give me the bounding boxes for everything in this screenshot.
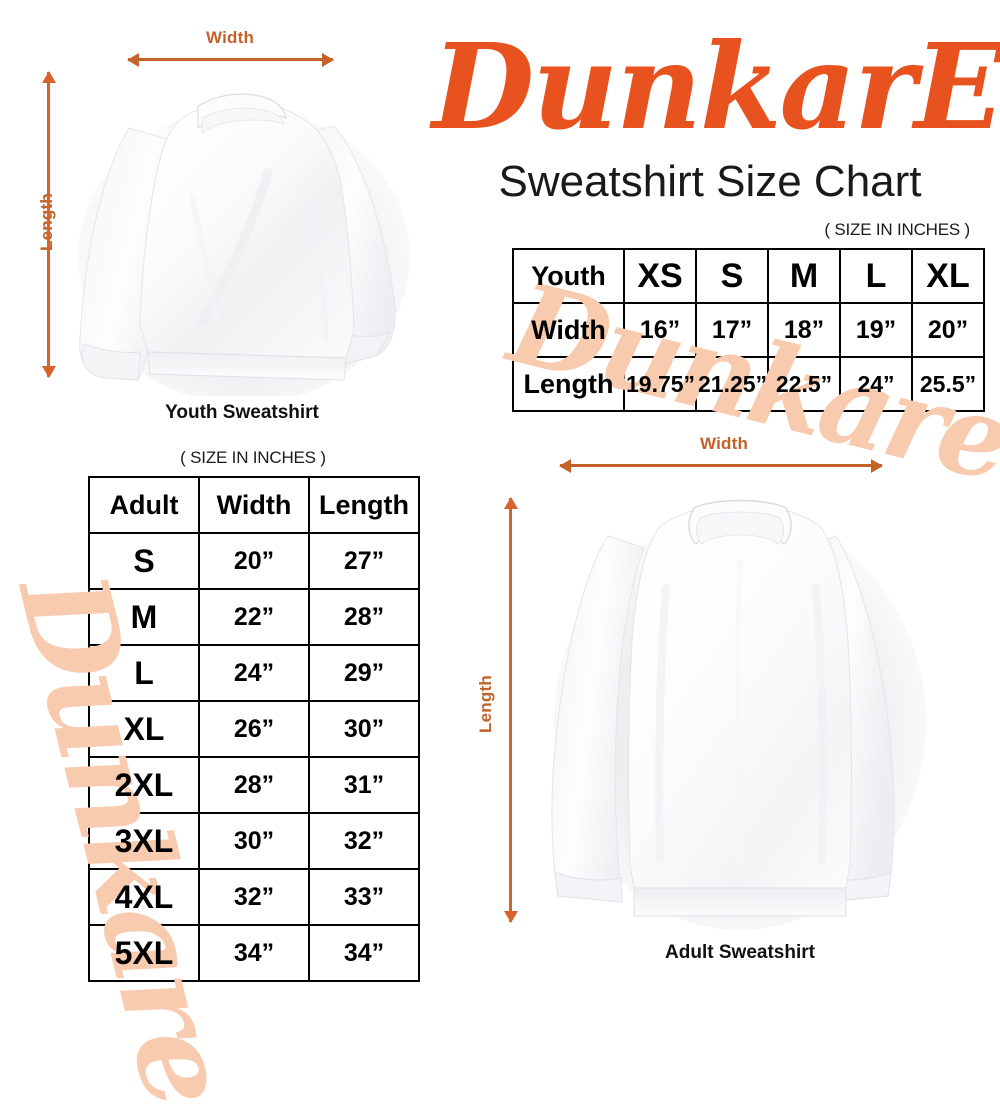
youth-width-arrow xyxy=(128,58,333,61)
youth-sweatshirt-image xyxy=(72,76,410,396)
table-row: XL 26” 30” xyxy=(88,700,420,758)
youth-width-l: 19” xyxy=(839,302,913,358)
adult-width-1: 22” xyxy=(198,588,310,646)
youth-size-m: M xyxy=(767,248,841,304)
adult-sweatshirt-image xyxy=(548,492,932,932)
youth-width-s: 17” xyxy=(695,302,769,358)
adult-length-1: 28” xyxy=(308,588,420,646)
youth-length-m: 22.5” xyxy=(767,356,841,412)
youth-units-note: ( SIZE IN INCHES ) xyxy=(824,220,970,239)
adult-length-6: 33” xyxy=(308,868,420,926)
table-row: S 20” 27” xyxy=(88,532,420,590)
adult-width-0: 20” xyxy=(198,532,310,590)
adult-table-header-row: Adult Width Length xyxy=(88,476,420,534)
adult-units-note: ( SIZE IN INCHES ) xyxy=(180,448,326,467)
adult-width-arrow xyxy=(560,464,882,467)
table-row: 3XL 30” 32” xyxy=(88,812,420,870)
table-row: L 24” 29” xyxy=(88,644,420,702)
youth-width-label-cell: Width xyxy=(512,302,625,358)
youth-length-label-cell: Length xyxy=(512,356,625,412)
youth-length-arrow xyxy=(47,72,50,377)
youth-size-xl: XL xyxy=(911,248,985,304)
adult-length-label: Length xyxy=(476,675,495,733)
youth-width-xl: 20” xyxy=(911,302,985,358)
table-row: 2XL 28” 31” xyxy=(88,756,420,814)
brand-logo: DunkarE xyxy=(432,17,1000,156)
adult-size-5: 3XL xyxy=(88,812,200,870)
adult-size-1: M xyxy=(88,588,200,646)
adult-sweatshirt-caption: Adult Sweatshirt xyxy=(665,942,815,963)
youth-size-s: S xyxy=(695,248,769,304)
adult-size-3: XL xyxy=(88,700,200,758)
table-row: Length 19.75” 21.25” 22.5” 24” 25.5” xyxy=(512,356,985,412)
youth-width-label: Width xyxy=(206,28,255,47)
youth-size-xs: XS xyxy=(623,248,697,304)
youth-size-table: Youth XS S M L XL Width 16” 17” 18” 19” … xyxy=(512,248,985,412)
youth-length-s: 21.25” xyxy=(695,356,769,412)
adult-size-7: 5XL xyxy=(88,924,200,982)
adult-length-0: 27” xyxy=(308,532,420,590)
adult-length-7: 34” xyxy=(308,924,420,982)
adult-width-7: 34” xyxy=(198,924,310,982)
youth-length-l: 24” xyxy=(839,356,913,412)
table-row: 4XL 32” 33” xyxy=(88,868,420,926)
adult-width-5: 30” xyxy=(198,812,310,870)
adult-width-label: Width xyxy=(700,434,749,453)
youth-table-header-row: Youth XS S M L XL xyxy=(512,248,985,304)
youth-width-m: 18” xyxy=(767,302,841,358)
adult-width-6: 32” xyxy=(198,868,310,926)
adult-col-length: Length xyxy=(308,476,420,534)
adult-length-2: 29” xyxy=(308,644,420,702)
adult-col-size: Adult xyxy=(88,476,200,534)
youth-width-xs: 16” xyxy=(623,302,697,358)
table-row: Width 16” 17” 18” 19” 20” xyxy=(512,302,985,358)
youth-size-l: L xyxy=(839,248,913,304)
adult-size-6: 4XL xyxy=(88,868,200,926)
adult-width-2: 24” xyxy=(198,644,310,702)
adult-size-2: L xyxy=(88,644,200,702)
page-title: Sweatshirt Size Chart xyxy=(498,157,922,206)
adult-width-4: 28” xyxy=(198,756,310,814)
adult-length-5: 32” xyxy=(308,812,420,870)
adult-width-3: 26” xyxy=(198,700,310,758)
table-row: M 22” 28” xyxy=(88,588,420,646)
youth-row-label: Youth xyxy=(512,248,625,304)
adult-col-width: Width xyxy=(198,476,310,534)
table-row: 5XL 34” 34” xyxy=(88,924,420,982)
adult-size-0: S xyxy=(88,532,200,590)
adult-length-4: 31” xyxy=(308,756,420,814)
youth-sweatshirt-caption: Youth Sweatshirt xyxy=(165,402,319,423)
brand-block: DunkarE Sweatshirt Size Chart ( SIZE IN … xyxy=(432,17,1000,240)
adult-size-table: Adult Width Length S 20” 27” M 22” 28” L… xyxy=(88,476,420,982)
adult-size-4: 2XL xyxy=(88,756,200,814)
youth-length-xl: 25.5” xyxy=(911,356,985,412)
adult-length-3: 30” xyxy=(308,700,420,758)
size-chart-page: Width Length xyxy=(0,0,1000,1000)
youth-length-xs: 19.75” xyxy=(623,356,697,412)
adult-length-arrow xyxy=(509,498,512,922)
